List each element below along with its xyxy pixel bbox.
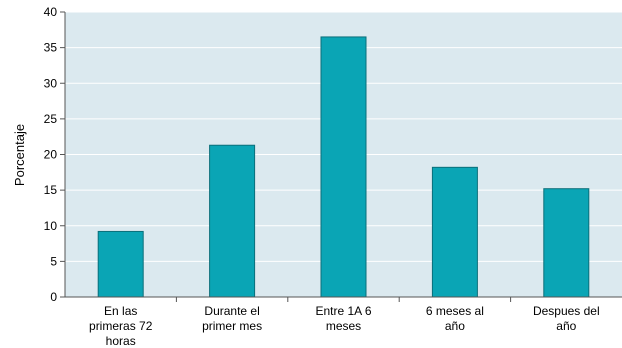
bar [543, 188, 590, 298]
y-tick-label: 0 [50, 290, 57, 304]
bars [97, 36, 590, 298]
y-tick-label: 40 [44, 5, 58, 19]
y-tick-label: 10 [44, 219, 58, 233]
y-tick-label: 25 [44, 112, 58, 126]
x-tick-label-line: Entre 1A 6 [315, 304, 371, 318]
x-tick-label-line: 6 meses al [426, 304, 484, 318]
x-tick-label: 6 meses al año [426, 304, 484, 333]
x-tick-label-line: año [445, 319, 465, 333]
y-ticks: 0 5 10 15 20 25 30 35 40 [44, 5, 65, 304]
x-ticks: En las primeras 72 horas Durante el primer m… [89, 297, 600, 348]
x-tick-label-line: primeras 72 [89, 319, 153, 333]
x-tick-label-line: Despues del [533, 304, 600, 318]
y-tick-label: 35 [44, 41, 58, 55]
bar [320, 36, 367, 298]
x-tick-label-line: año [556, 319, 576, 333]
x-tick-label-line: meses [326, 319, 361, 333]
bar [209, 144, 256, 298]
y-tick-label: 5 [50, 254, 57, 268]
x-tick-label: Durante el primer mes [202, 304, 262, 333]
y-tick-label: 30 [44, 76, 58, 90]
y-tick-label: 20 [44, 148, 58, 162]
x-tick-label: Despues del año [533, 304, 600, 333]
x-tick-label-line: En las [104, 304, 137, 318]
bar [431, 166, 478, 298]
y-axis-title: Porcentaje [12, 124, 27, 186]
x-tick-label: En las primeras 72 horas [89, 304, 153, 348]
y-tick-label: 15 [44, 183, 58, 197]
x-tick-label: Entre 1A 6 meses [315, 304, 371, 333]
x-tick-label-line: primer mes [202, 319, 262, 333]
bar [97, 230, 144, 298]
x-tick-label-line: horas [106, 334, 136, 348]
x-tick-label-line: Durante el [204, 304, 259, 318]
